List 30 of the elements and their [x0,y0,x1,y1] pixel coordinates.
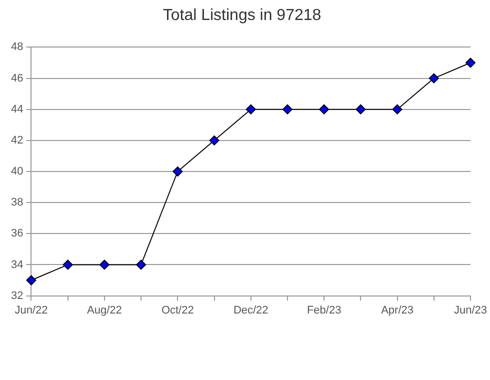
x-tick-label: Dec/22 [233,304,268,316]
y-tick-label: 32 [10,290,24,302]
point [246,104,256,114]
x-tick-label: Jun/22 [14,304,48,316]
y-tick-label: 42 [10,134,24,146]
x-tick-label: Oct/22 [161,304,194,316]
point [282,104,292,114]
y-tick-label: 48 [10,41,24,54]
point [465,58,476,68]
point [172,166,183,176]
x-tick-label: Feb/23 [306,304,342,316]
point [136,260,146,270]
point [62,260,73,270]
chart-title: Total Listings in 97218 [162,7,322,24]
point [428,73,439,84]
point [319,104,330,114]
y-tick-label: 46 [10,72,24,84]
point [99,260,110,270]
y-tick-label: 44 [10,103,24,116]
point [209,135,220,146]
y-tick-label: 36 [10,228,24,240]
x-tick-label: Jun/23 [454,304,487,316]
point [26,275,36,286]
y-tick-label: 34 [10,258,24,271]
x-tick-label: Apr/23 [381,304,414,316]
y-tick-label: 40 [10,166,24,178]
y-tick-label: 38 [10,196,24,209]
point [392,104,402,114]
point [356,104,366,114]
x-tick-label: Aug/22 [87,304,122,316]
